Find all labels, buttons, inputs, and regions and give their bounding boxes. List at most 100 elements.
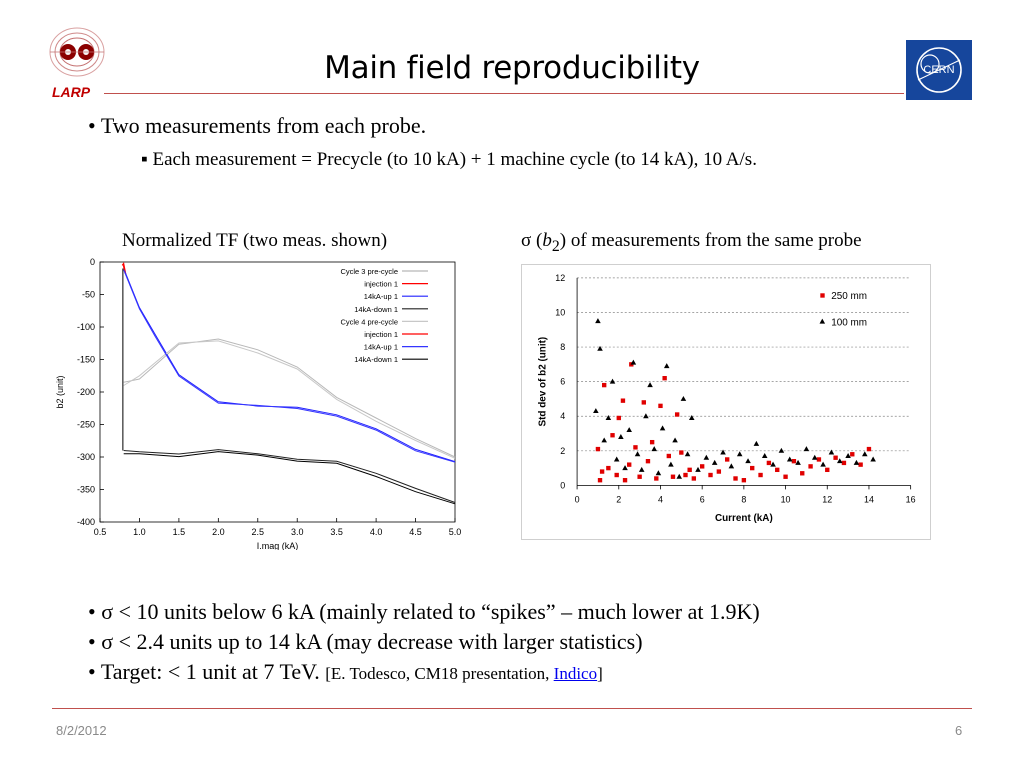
data-point-100mm [761,453,768,458]
data-point-250mm [791,459,797,464]
series-line [123,449,456,503]
cern-logo-text: CERN [923,64,954,76]
data-point-100mm [786,456,793,462]
data-point-250mm [866,446,872,452]
slide-title: Main field reproducibility [324,50,700,86]
caption-sigma-b2: σ (b2) of measurements from the same pro… [521,230,862,256]
data-point-100mm [803,446,810,452]
y-tick-label: 8 [560,342,565,352]
data-point-250mm [800,471,805,476]
data-point-100mm [593,408,599,414]
legend-label: 14kA-down 1 [354,355,398,364]
data-point-250mm [662,376,667,381]
caption-sigma-sub: 2 [551,237,560,255]
data-point-100mm [870,456,876,462]
larp-logo-icon [49,27,105,77]
data-point-250mm [620,398,626,403]
data-point-100mm [853,459,860,465]
data-point-250mm [699,464,705,469]
data-point-100mm [711,459,718,465]
data-point-250mm [666,453,672,459]
data-point-250mm [708,472,713,478]
x-axis-label: Current (kA) [715,513,773,524]
y-tick-label: -350 [77,485,95,495]
data-point-250mm [687,467,692,473]
bullet-measurements: • Two measurements from each probe. [88,113,427,138]
legend-marker-100mm [819,318,826,324]
title-divider [104,93,904,94]
normalized-tf-chart: 0.5 1.0 1.5 2.0 2.5 3.0 3.5 4.0 4.5 5.0 0 -50 -100 -1… [55,257,462,550]
data-point-250mm [599,469,605,474]
data-point-100mm [778,447,785,453]
x-tick-label: 4.0 [370,527,383,537]
legend-label: injection 1 [364,330,398,339]
data-point-250mm [850,452,855,457]
data-point-100mm [630,359,637,365]
data-point-100mm [688,414,695,420]
data-point-250mm [670,474,676,479]
data-point-100mm [613,456,620,462]
legend-label: 14kA-up 1 [364,292,398,301]
data-point-250mm [858,462,863,467]
data-point-100mm [605,414,612,420]
sub-bullet-precycle-text: Each measurement = Precycle (to 10 kA) +… [152,149,757,170]
x-tick-label: 3.0 [291,527,304,537]
legend-marker-250mm [820,293,825,298]
x-tick-label: 6 [700,494,705,504]
x-tick-label: 2 [616,494,621,504]
data-point-100mm [684,451,691,457]
data-point-100mm [703,454,710,460]
caption-sigma-suffix: ) of measurements from the same probe [559,230,862,251]
x-tick-label: 3.5 [330,527,343,537]
series-line [123,268,456,463]
x-tick-label: 10 [781,494,791,504]
data-point-250mm [783,474,788,479]
data-point-250mm [750,465,755,471]
y-tick-label: 0 [560,480,565,490]
data-point-100mm [659,425,666,431]
data-point-250mm [645,459,651,464]
indico-link[interactable]: Indico [553,664,598,683]
data-point-100mm [676,473,683,479]
data-point-250mm [741,478,747,483]
data-point-250mm [825,467,830,473]
bullet-sigma-up-to-14ka: • σ < 2.4 units up to 14 kA (may decreas… [88,629,643,654]
data-point-100mm [811,454,818,460]
data-point-250mm [816,457,822,462]
data-point-250mm [679,450,684,455]
x-tick-label: 5.0 [449,527,462,537]
data-point-250mm [637,474,642,479]
x-tick-label: 2.5 [252,527,265,537]
bullet-measurements-text: Two measurements from each probe. [100,113,427,138]
legend-label: Cycle 4 pre-cycle [340,317,398,326]
data-point-250mm [602,382,607,388]
y-tick-label: 0 [90,257,95,267]
data-point-250mm [641,400,646,405]
y-tick-label: 4 [560,411,565,421]
legend-label: 14kA-up 1 [364,343,398,352]
data-point-100mm [745,458,751,464]
x-tick-label: 4.5 [409,527,422,537]
footer-date: 8/2/2012 [56,723,107,738]
data-point-100mm [862,451,868,457]
caption-sigma-prefix: σ ( [521,230,543,251]
data-point-250mm [758,472,763,478]
data-point-250mm [841,460,847,466]
data-point-250mm [610,433,615,438]
y-tick-label: 6 [560,377,565,387]
series-line [123,340,456,459]
data-point-250mm [683,472,688,478]
data-point-100mm [680,395,687,401]
y-tick-label: -250 [77,420,95,430]
data-point-100mm [601,437,607,443]
data-point-250mm [622,478,628,483]
legend-label: Cycle 3 pre-cycle [340,267,398,276]
data-point-250mm [606,465,611,471]
x-tick-label: 16 [906,494,916,504]
data-point-250mm [595,446,601,452]
x-tick-label: 4 [658,494,663,504]
legend-label: injection 1 [364,280,398,289]
data-point-100mm [663,363,670,369]
data-point-100mm [651,446,658,452]
data-point-100mm [597,345,603,351]
